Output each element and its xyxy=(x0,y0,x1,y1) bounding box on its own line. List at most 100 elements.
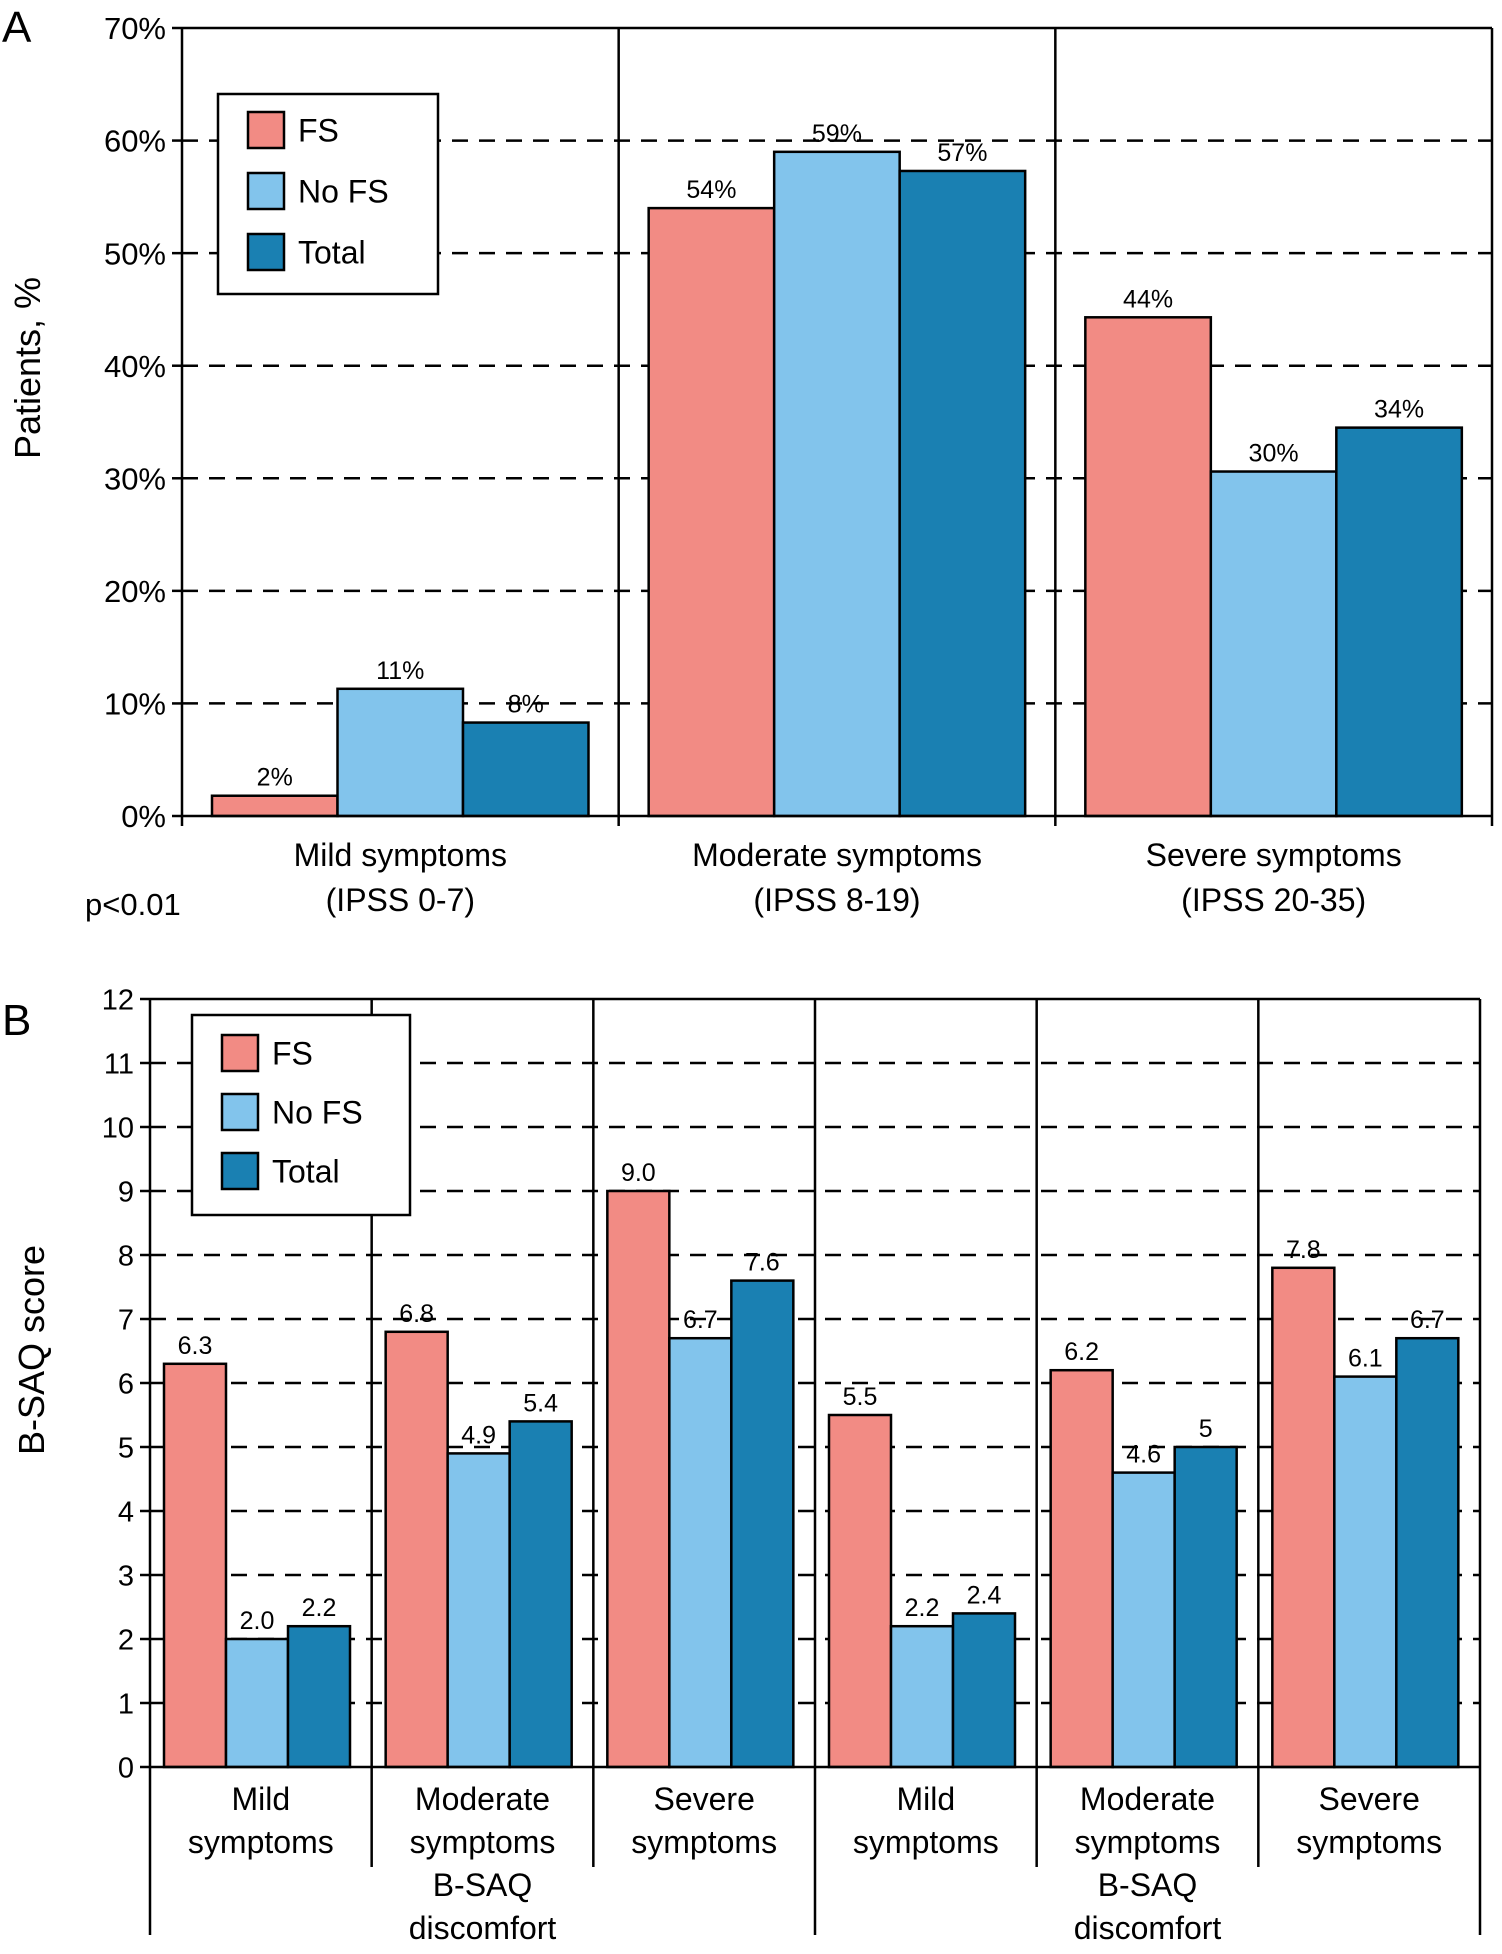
a-value-label-fs: 54% xyxy=(686,176,736,204)
b-bar-nofs xyxy=(889,1624,955,1769)
b-value-label-fs: 7.8 xyxy=(1286,1236,1321,1264)
b-bar-fs xyxy=(606,1189,671,1769)
b-y-tick-label: 10 xyxy=(102,1112,134,1144)
b-category-label: symptoms xyxy=(1075,1824,1221,1860)
b-value-label-total: 7.6 xyxy=(745,1249,780,1277)
b-bar-nofs xyxy=(446,1452,511,1769)
a-y-tick-label: 20% xyxy=(104,574,166,609)
b-category-label: discomfort xyxy=(1074,1910,1222,1946)
b-y-tick-label: 11 xyxy=(104,1048,134,1080)
b-bar-fs xyxy=(1271,1266,1336,1769)
b-legend-swatch-fs xyxy=(220,1033,260,1073)
panel-b-y-axis-title: B-SAQ score xyxy=(11,1245,52,1455)
b-category-label: symptoms xyxy=(1296,1824,1442,1860)
b-bar-total xyxy=(1173,1445,1238,1769)
a-legend-label-fs: FS xyxy=(298,113,339,149)
b-y-tick-label: 7 xyxy=(118,1304,134,1336)
b-category-label: Moderate xyxy=(1080,1781,1215,1817)
b-y-tick-label: 1 xyxy=(118,1688,134,1720)
b-bar-total xyxy=(1395,1336,1460,1769)
b-bar-total xyxy=(286,1624,352,1769)
a-category-label: Severe symptoms xyxy=(1146,837,1402,873)
panel-a-y-axis-title: Patients, % xyxy=(7,277,48,459)
a-legend-label-nofs: No FS xyxy=(298,174,389,210)
b-bar-total xyxy=(730,1279,795,1769)
a-bar-fs xyxy=(1084,316,1213,818)
panel-b-legend: FS No FS Total xyxy=(190,1013,412,1217)
b-value-label-nofs: 6.1 xyxy=(1348,1345,1383,1373)
a-bar-nofs xyxy=(1209,470,1338,818)
a-bar-nofs xyxy=(336,687,465,818)
b-legend-swatch-nofs xyxy=(220,1092,260,1132)
b-legend-label-fs: FS xyxy=(272,1036,313,1072)
a-bar-fs xyxy=(210,794,339,818)
a-y-tick-label: 10% xyxy=(104,687,166,722)
a-bar-fs xyxy=(647,206,776,818)
b-y-tick-label: 12 xyxy=(102,984,134,1016)
b-category-label: Severe xyxy=(653,1781,754,1817)
panel-a-label: A xyxy=(2,3,32,52)
a-value-label-nofs: 11% xyxy=(376,657,424,685)
b-value-label-fs: 6.3 xyxy=(178,1332,213,1360)
a-legend-swatch-nofs xyxy=(246,171,286,211)
a-value-label-fs: 44% xyxy=(1123,285,1173,313)
a-y-tick-label: 0% xyxy=(121,799,166,834)
b-legend-label-total: Total xyxy=(272,1154,340,1190)
b-value-label-nofs: 4.6 xyxy=(1126,1441,1161,1469)
b-value-label-nofs: 6.7 xyxy=(683,1306,718,1334)
panel-b-chart: B B-SAQ score 6.3 2.0 2.2 6.8 4.9 5.4 9.0 6.7 7.… xyxy=(2,984,1482,1946)
b-y-tick-label: 0 xyxy=(118,1752,134,1784)
panel-b-label: B xyxy=(2,996,31,1045)
a-value-label-total: 8% xyxy=(508,691,544,719)
b-value-label-fs: 5.5 xyxy=(843,1383,878,1411)
b-y-tick-label: 6 xyxy=(118,1368,134,1400)
a-legend-swatch-total xyxy=(246,232,286,272)
a-legend-swatch-fs xyxy=(246,110,286,150)
b-y-tick-label: 5 xyxy=(118,1432,134,1464)
b-value-label-nofs: 4.9 xyxy=(461,1421,496,1449)
b-y-tick-label: 8 xyxy=(118,1240,134,1272)
b-value-label-nofs: 2.2 xyxy=(905,1594,940,1622)
a-value-label-nofs: 59% xyxy=(812,120,862,148)
a-category-label: (IPSS 8-19) xyxy=(753,882,920,918)
a-bar-total xyxy=(898,169,1027,818)
b-category-label: Mild xyxy=(231,1781,290,1817)
b-bar-nofs xyxy=(668,1336,733,1769)
b-bar-nofs xyxy=(1333,1375,1398,1769)
a-category-label: (IPSS 20-35) xyxy=(1181,882,1366,918)
b-value-label-total: 2.4 xyxy=(967,1581,1002,1609)
b-category-label: symptoms xyxy=(410,1824,556,1860)
b-legend-swatch-total xyxy=(220,1151,260,1191)
b-category-label: Mild xyxy=(896,1781,955,1817)
b-bar-fs xyxy=(162,1362,228,1769)
b-bar-fs xyxy=(1049,1368,1114,1769)
b-value-label-total: 5.4 xyxy=(523,1389,558,1417)
b-value-label-total: 2.2 xyxy=(302,1594,337,1622)
b-category-label: discomfort xyxy=(409,1910,557,1946)
b-category-label: B-SAQ xyxy=(433,1867,533,1903)
b-category-label: symptoms xyxy=(853,1824,999,1860)
b-bar-total xyxy=(508,1420,573,1769)
panel-a-legend: FS No FS Total xyxy=(216,92,440,296)
panel-a-chart: A Patients, % p<0.01 2% 11% 8% 54% 59% 57% 44%… xyxy=(2,3,1494,922)
b-bar-fs xyxy=(827,1413,893,1769)
a-y-tick-label: 60% xyxy=(104,124,166,159)
a-y-tick-label: 70% xyxy=(104,11,166,46)
b-bar-nofs xyxy=(1111,1471,1176,1769)
b-value-label-fs: 9.0 xyxy=(621,1159,656,1187)
a-value-label-nofs: 30% xyxy=(1249,440,1299,468)
a-bar-nofs xyxy=(772,150,901,818)
a-category-label: (IPSS 0-7) xyxy=(326,882,475,918)
b-value-label-fs: 6.8 xyxy=(399,1300,434,1328)
a-value-label-fs: 2% xyxy=(257,764,293,792)
a-value-label-total: 34% xyxy=(1374,396,1424,424)
b-value-label-fs: 6.2 xyxy=(1064,1338,1099,1366)
b-category-label: Severe xyxy=(1318,1781,1419,1817)
b-value-label-total: 5 xyxy=(1199,1415,1213,1443)
panel-a-pvalue-note: p<0.01 xyxy=(85,887,181,922)
a-y-tick-label: 50% xyxy=(104,236,166,271)
b-bar-fs xyxy=(384,1330,449,1769)
b-value-label-nofs: 2.0 xyxy=(240,1607,275,1635)
a-bar-total xyxy=(461,721,590,818)
b-category-label: Moderate xyxy=(415,1781,550,1817)
